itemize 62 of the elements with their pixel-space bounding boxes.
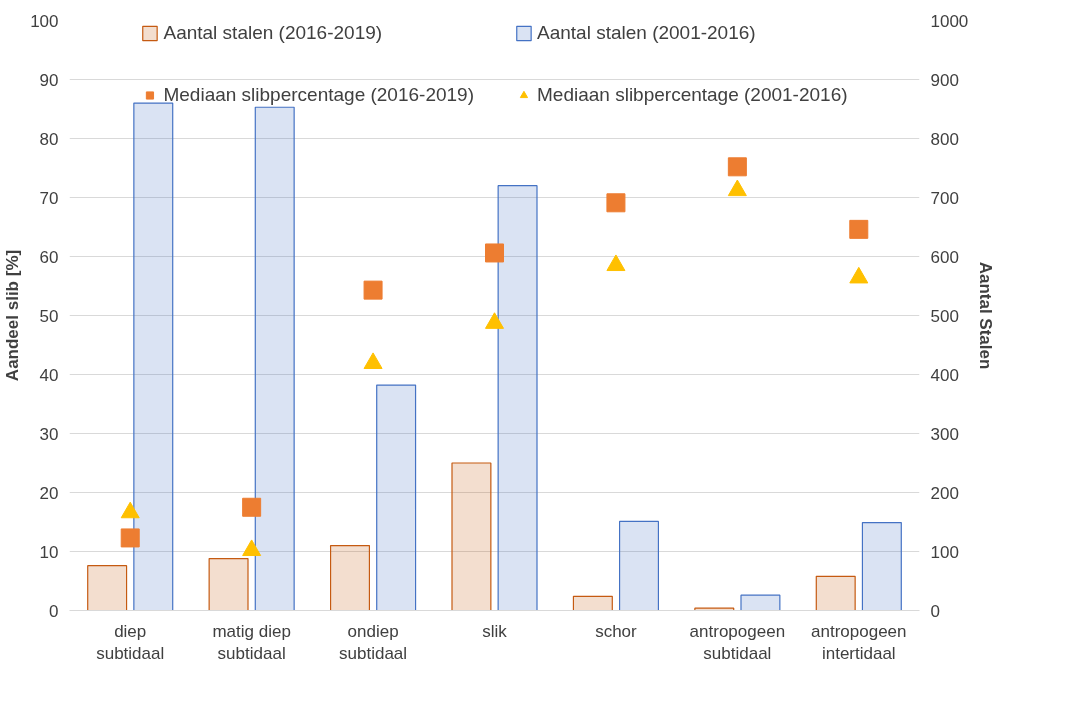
bar [861, 521, 902, 611]
y2-tick-label: 900 [930, 70, 959, 90]
y-tick-label: 60 [39, 247, 59, 267]
bar [329, 545, 371, 611]
y2-tick-label: 1000 [930, 11, 969, 31]
y-tick-label: 30 [39, 424, 59, 444]
bar [740, 594, 781, 611]
x-tick-label: matig diep subtidaal [212, 621, 291, 664]
y-tick-label: 10 [39, 542, 59, 562]
point [606, 254, 626, 272]
point [120, 501, 140, 519]
y2-tick-label: 0 [930, 601, 940, 621]
x-tick-label: antropogeen intertidaal [811, 621, 907, 664]
bar [694, 607, 735, 611]
point [363, 280, 383, 300]
bar [497, 185, 538, 611]
point [849, 266, 869, 284]
bar [133, 102, 174, 611]
x-tick-label: ondiep subtidaal [339, 621, 408, 664]
point [727, 157, 747, 177]
y-tick-label: 40 [39, 365, 59, 385]
point [849, 219, 869, 239]
bar [618, 520, 660, 611]
bar [208, 557, 249, 611]
y-tick-label: 90 [39, 70, 59, 90]
bar [87, 565, 128, 611]
y2-tick-label: 200 [930, 483, 959, 503]
point [363, 352, 383, 369]
point [727, 179, 747, 197]
y-tick-label: 0 [49, 601, 59, 621]
y2-tick-label: 100 [930, 542, 959, 562]
y2-tick-label: 500 [930, 306, 959, 326]
y-tick-label: 70 [39, 188, 59, 208]
y-tick-label: 80 [39, 129, 59, 149]
x-tick-label: antropogeen subtidaal [689, 621, 786, 664]
point [485, 312, 504, 329]
y-tick-label: 100 [30, 11, 59, 31]
y2-tick-label: 400 [930, 365, 959, 385]
bar [451, 462, 492, 611]
legend-label: Aantal stalen (2001-2016) [537, 22, 756, 44]
point [242, 539, 262, 557]
legend-label: Aantal stalen (2016-2019) [163, 22, 383, 44]
point [485, 243, 504, 263]
bar [815, 575, 856, 611]
x-tick-label: slik [482, 621, 508, 641]
y2-axis-title: Aantal Stalen [976, 261, 996, 370]
bar [376, 384, 417, 611]
y2-tick-label: 300 [930, 424, 959, 444]
y2-tick-label: 700 [930, 188, 959, 208]
point [606, 193, 626, 213]
y-tick-label: 20 [39, 483, 59, 503]
y2-tick-label: 600 [930, 247, 959, 267]
point [242, 497, 262, 517]
x-tick-label: schor [595, 621, 638, 641]
x-tick-label: diep subtidaal [96, 621, 165, 664]
legend-label: Mediaan slibpercentage (2016-2019) [163, 84, 474, 106]
bar [254, 106, 295, 611]
y-tick-label: 50 [39, 306, 59, 326]
legend-label: Mediaan slibpercentage (2001-2016) [537, 84, 848, 106]
y-axis-title: Aandeel slib [%] [3, 249, 23, 382]
y2-tick-label: 800 [930, 129, 959, 149]
bar [572, 595, 613, 611]
